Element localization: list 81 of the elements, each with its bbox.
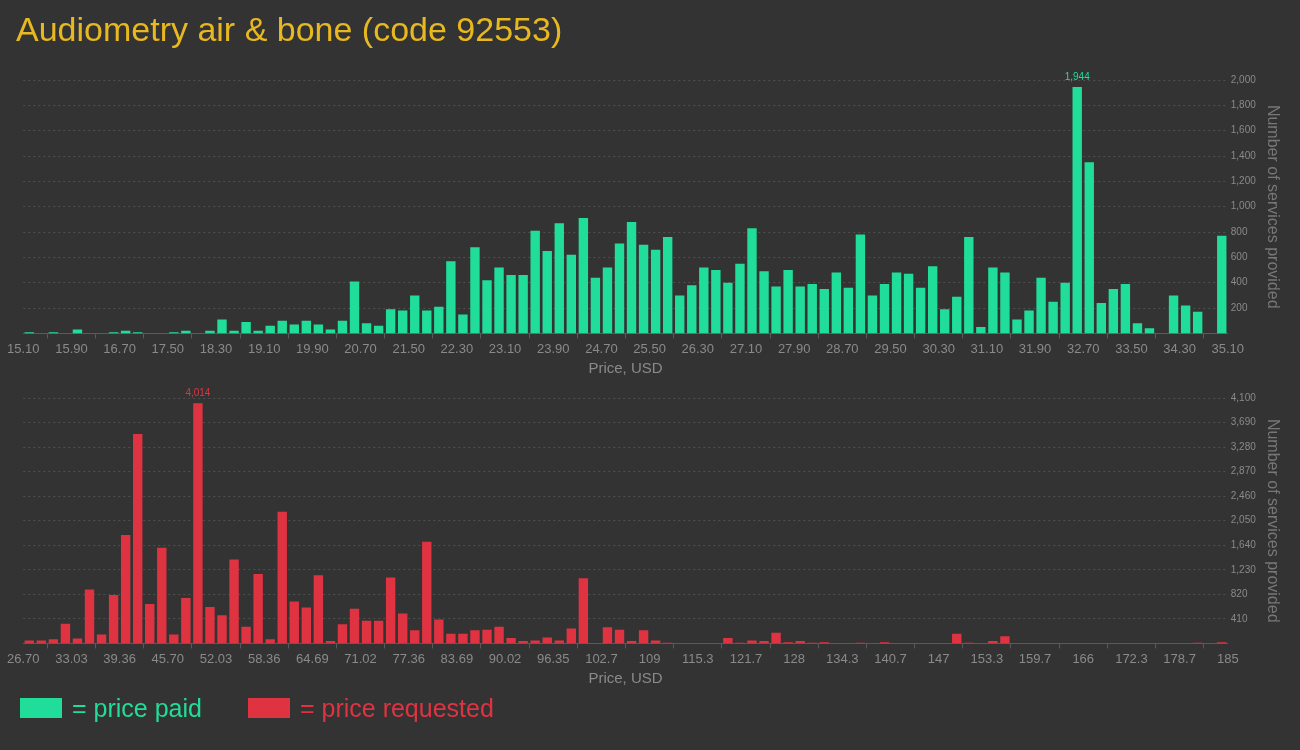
x-tick-label: 34.30 bbox=[1163, 340, 1196, 356]
x-tick-label: 24.70 bbox=[585, 340, 618, 356]
y-tick-label: 2,050 bbox=[1230, 514, 1257, 526]
x-axis-title: Price, USD bbox=[588, 669, 663, 687]
x-tick-label: 33.50 bbox=[1115, 340, 1148, 356]
x-tick-label: 15.90 bbox=[55, 340, 88, 356]
x-tick-label: 31.90 bbox=[1018, 340, 1052, 356]
annotation: 4,014 bbox=[185, 386, 211, 398]
x-tick-label: 27.90 bbox=[777, 340, 811, 356]
x-tick-label: 71.02 bbox=[344, 650, 377, 666]
legend-label: = price requested bbox=[299, 693, 494, 723]
x-tick-label: 16.70 bbox=[103, 340, 136, 356]
y-tick-label: 2,460 bbox=[1230, 489, 1257, 501]
y-tick-label: 400 bbox=[1230, 276, 1248, 288]
x-tick-label: 58.36 bbox=[247, 650, 281, 666]
y-tick-label: 1,000 bbox=[1230, 200, 1257, 212]
x-tick-label: 18.30 bbox=[199, 340, 233, 356]
x-tick-label: 32.70 bbox=[1066, 340, 1100, 356]
y-axis-title: Number of services provided bbox=[1264, 104, 1282, 309]
y-tick-label: 1,200 bbox=[1230, 175, 1257, 187]
x-tick-label: 19.90 bbox=[296, 340, 329, 356]
legend-label: = price paid bbox=[72, 693, 202, 723]
x-tick-label: 77.36 bbox=[392, 650, 425, 666]
x-tick-label: 128 bbox=[783, 650, 805, 666]
chart-title: Audiometry air & bone (code 92553) bbox=[15, 9, 564, 50]
y-tick-label: 3,690 bbox=[1230, 416, 1257, 428]
y-tick-label: 410 bbox=[1230, 612, 1248, 624]
y-axis-title: Number of services provided bbox=[1264, 418, 1282, 623]
y-tick-label: 800 bbox=[1230, 225, 1248, 237]
x-tick-label: 20.70 bbox=[344, 340, 377, 356]
y-tick-label: 600 bbox=[1230, 251, 1248, 263]
y-tick-label: 1,600 bbox=[1230, 124, 1257, 136]
x-tick-label: 102.7 bbox=[585, 650, 618, 666]
x-tick-label: 29.50 bbox=[874, 340, 907, 356]
y-tick-label: 2,870 bbox=[1230, 465, 1257, 477]
x-tick-label: 172.3 bbox=[1115, 650, 1148, 666]
x-tick-label: 121.7 bbox=[729, 650, 763, 666]
x-tick-label: 15.10 bbox=[6, 340, 40, 356]
x-tick-label: 23.10 bbox=[488, 340, 522, 356]
x-tick-label: 134.3 bbox=[826, 650, 859, 666]
x-tick-label: 83.69 bbox=[440, 650, 474, 666]
x-tick-label: 166 bbox=[1072, 650, 1095, 666]
x-tick-label: 39.36 bbox=[103, 650, 136, 666]
x-tick-label: 109 bbox=[638, 650, 661, 666]
y-tick-label: 4,100 bbox=[1230, 391, 1257, 403]
y-tick-label: 3,280 bbox=[1230, 440, 1257, 452]
x-tick-label: 21.50 bbox=[392, 340, 425, 356]
x-tick-label: 26.70 bbox=[6, 650, 40, 666]
y-tick-label: 200 bbox=[1230, 301, 1248, 313]
x-tick-label: 27.10 bbox=[729, 340, 763, 356]
x-tick-label: 96.35 bbox=[536, 650, 570, 666]
y-tick-label: 1,400 bbox=[1230, 149, 1257, 161]
x-tick-label: 19.10 bbox=[247, 340, 281, 356]
x-tick-label: 26.30 bbox=[681, 340, 715, 356]
x-tick-label: 31.10 bbox=[970, 340, 1004, 356]
x-tick-label: 17.50 bbox=[151, 340, 185, 356]
y-tick-label: 2,000 bbox=[1230, 73, 1257, 85]
y-tick-label: 1,230 bbox=[1230, 563, 1257, 575]
x-tick-label: 153.3 bbox=[970, 650, 1004, 666]
x-tick-label: 159.7 bbox=[1018, 650, 1052, 666]
x-tick-label: 140.7 bbox=[874, 650, 907, 666]
y-tick-label: 1,640 bbox=[1230, 538, 1257, 550]
x-tick-label: 25.50 bbox=[633, 340, 666, 356]
x-tick-label: 33.03 bbox=[55, 650, 88, 666]
x-tick-label: 52.03 bbox=[199, 650, 233, 666]
x-tick-label: 28.70 bbox=[826, 340, 859, 356]
y-tick-label: 820 bbox=[1230, 588, 1248, 600]
x-tick-label: 64.69 bbox=[296, 650, 329, 666]
x-tick-label: 45.70 bbox=[151, 650, 185, 666]
y-tick-label: 1,800 bbox=[1230, 99, 1257, 111]
annotation: 1,944 bbox=[1064, 70, 1091, 82]
x-tick-label: 185 bbox=[1216, 650, 1239, 666]
x-tick-label: 23.90 bbox=[536, 340, 570, 356]
x-tick-label: 90.02 bbox=[488, 650, 522, 666]
x-tick-label: 115.3 bbox=[682, 650, 714, 666]
x-tick-label: 35.10 bbox=[1211, 340, 1245, 356]
x-axis-title: Price, USD bbox=[588, 359, 663, 377]
x-tick-label: 30.30 bbox=[922, 340, 955, 356]
x-tick-label: 178.7 bbox=[1163, 650, 1196, 666]
x-tick-label: 147 bbox=[927, 650, 950, 666]
x-tick-label: 22.30 bbox=[440, 340, 474, 356]
